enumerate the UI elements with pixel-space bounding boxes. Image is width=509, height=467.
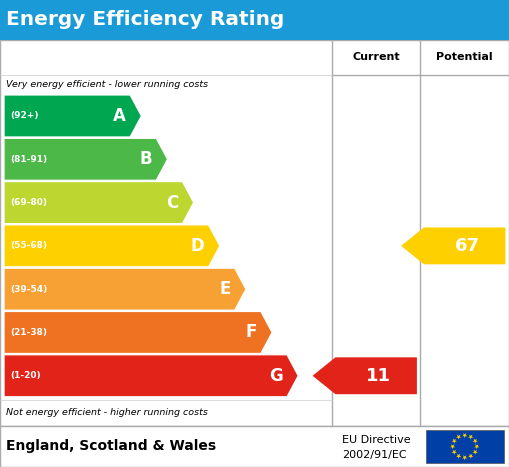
Polygon shape [456, 454, 461, 459]
Polygon shape [450, 444, 455, 449]
Bar [0, 426, 509, 467]
Text: F: F [245, 324, 257, 341]
Polygon shape [4, 311, 272, 354]
Polygon shape [4, 225, 220, 267]
Text: 2002/91/EC: 2002/91/EC [342, 450, 407, 460]
Text: (81-91): (81-91) [10, 155, 47, 164]
Text: Potential: Potential [436, 52, 493, 62]
Text: (92+): (92+) [10, 112, 39, 120]
Polygon shape [4, 138, 167, 180]
Text: A: A [113, 107, 126, 125]
Polygon shape [472, 450, 478, 455]
Polygon shape [468, 454, 473, 459]
Polygon shape [451, 450, 457, 455]
Polygon shape [4, 268, 246, 310]
Text: B: B [139, 150, 152, 168]
Text: 67: 67 [455, 237, 479, 255]
Bar [0, 0, 509, 40]
Polygon shape [456, 435, 461, 439]
Text: 11: 11 [366, 367, 391, 385]
Polygon shape [462, 455, 467, 460]
Text: G: G [269, 367, 283, 385]
Text: England, Scotland & Wales: England, Scotland & Wales [6, 439, 216, 453]
Polygon shape [451, 439, 457, 444]
Text: Current: Current [352, 52, 400, 62]
Text: Energy Efficiency Rating: Energy Efficiency Rating [6, 10, 285, 29]
Polygon shape [472, 439, 478, 444]
Polygon shape [4, 355, 298, 396]
Text: Very energy efficient - lower running costs: Very energy efficient - lower running co… [6, 80, 208, 90]
Text: (55-68): (55-68) [10, 241, 47, 250]
Text: (39-54): (39-54) [10, 285, 47, 294]
Polygon shape [4, 182, 193, 224]
Text: (1-20): (1-20) [10, 371, 41, 380]
Text: (21-38): (21-38) [10, 328, 47, 337]
Text: (69-80): (69-80) [10, 198, 47, 207]
Text: C: C [166, 194, 178, 212]
Polygon shape [462, 433, 467, 438]
Text: E: E [219, 280, 231, 298]
Polygon shape [401, 227, 505, 264]
Polygon shape [4, 95, 142, 137]
Polygon shape [474, 444, 479, 449]
Bar [0, 40, 509, 426]
Text: EU Directive: EU Directive [342, 435, 411, 446]
Text: Not energy efficient - higher running costs: Not energy efficient - higher running co… [6, 408, 208, 417]
Text: D: D [191, 237, 205, 255]
Bar [426, 430, 504, 463]
Polygon shape [313, 357, 417, 394]
Polygon shape [468, 435, 473, 439]
